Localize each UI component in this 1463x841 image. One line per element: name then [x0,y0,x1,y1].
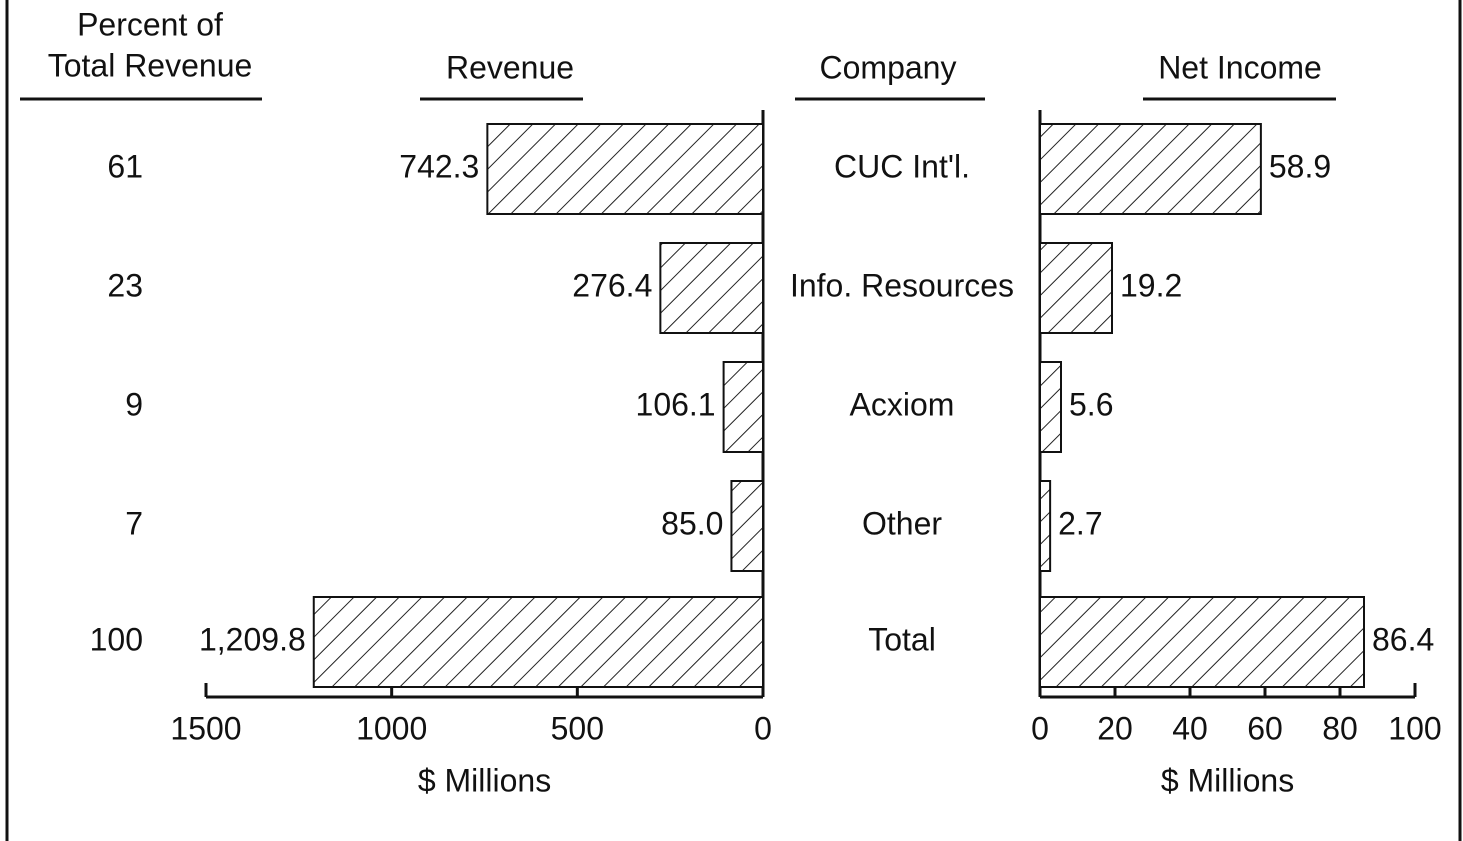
chart-title: Net Income [1158,49,1322,85]
column-title: Company [820,49,957,85]
bar [1039,242,1113,334]
data-label: 742.3 [399,148,479,184]
category-label: Total [868,621,936,657]
x-tick-label: 500 [551,710,604,746]
percent-value: 7 [125,505,143,541]
bar [1039,480,1052,572]
bar [1039,361,1062,453]
x-tick-label: 80 [1322,710,1358,746]
data-label: 19.2 [1120,267,1182,303]
x-tick-label: 0 [754,710,772,746]
percent-value: 23 [107,267,143,303]
column-title: Total Revenue [48,47,253,83]
x-tick-label: 0 [1031,710,1049,746]
percent-value: 61 [107,148,143,184]
x-tick-label: 40 [1172,710,1208,746]
x-tick-label: 1500 [170,710,241,746]
bar [1039,123,1262,215]
data-label: 276.4 [572,267,652,303]
percent-value: 100 [90,621,143,657]
x-axis-label: $ Millions [1161,762,1294,798]
x-axis-label: $ Millions [418,762,551,798]
bar [722,361,765,453]
data-label: 1,209.8 [199,621,306,657]
data-label: 2.7 [1058,505,1102,541]
chart-title: Revenue [446,49,574,85]
bar [730,480,764,572]
column-title: Percent of [77,6,223,42]
data-label: 58.9 [1269,148,1331,184]
data-label: 5.6 [1069,386,1113,422]
bar [659,242,764,334]
data-label: 86.4 [1372,621,1434,657]
category-label: Other [862,505,942,541]
x-tick-label: 20 [1097,710,1133,746]
percent-value: 9 [125,386,143,422]
category-label: Info. Resources [790,267,1014,303]
data-label: 85.0 [661,505,723,541]
bar [486,123,764,215]
bar [1039,596,1365,688]
x-tick-label: 60 [1247,710,1283,746]
x-tick-label: 100 [1388,710,1441,746]
bar [312,596,764,688]
category-label: Acxiom [850,386,955,422]
data-label: 106.1 [636,386,716,422]
x-tick-label: 1000 [356,710,427,746]
category-label: CUC Int'l. [834,148,970,184]
